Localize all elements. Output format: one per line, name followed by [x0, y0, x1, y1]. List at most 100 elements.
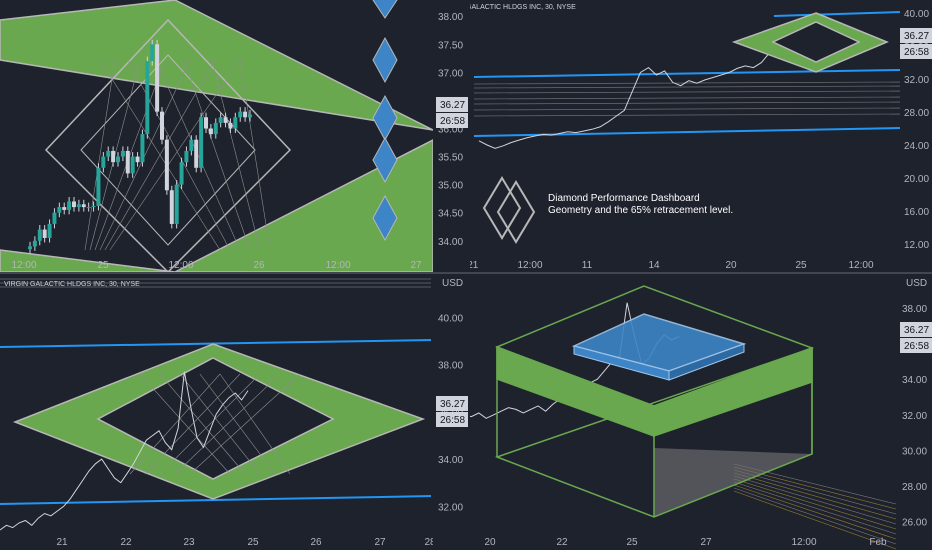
countdown-badge	[900, 338, 932, 353]
x-tick-label: 25	[247, 537, 259, 548]
candle-body	[243, 111, 248, 118]
candle-body	[155, 44, 160, 112]
candle-body	[72, 201, 76, 208]
candle-body	[37, 229, 42, 241]
candle-body	[204, 117, 208, 129]
horizontal-level	[473, 81, 901, 85]
countdown-badge-text: 26:58	[440, 116, 465, 127]
projection-ray	[733, 490, 897, 550]
y-tick-label: 24.00	[904, 141, 929, 152]
candle-body	[213, 122, 218, 135]
x-tick-label: 021	[462, 260, 479, 271]
chart-panel-bottom-right[interactable]: USD 38.0036.0034.0032.0030.0028.0026.00 …	[434, 274, 932, 550]
chart-top-left[interactable]: 12:00 25 12:00 26 12:00 27	[0, 0, 433, 272]
projection-ray	[733, 484, 897, 540]
blue-diamond-marker	[372, 194, 398, 242]
price-badge	[900, 322, 932, 337]
candle-body	[140, 134, 145, 163]
candle-body	[62, 207, 67, 210]
x-tick-label: 26	[253, 260, 265, 271]
y-tick-label: 28.00	[904, 108, 929, 119]
candle-body	[76, 204, 81, 208]
candle-body	[145, 61, 150, 135]
y-tick-label: 26.00	[902, 518, 927, 529]
candle-body	[130, 156, 135, 174]
countdown-badge	[436, 412, 468, 427]
x-tick-label: 12:00	[11, 260, 36, 271]
fib-grid-line	[159, 373, 261, 475]
green-band-lower	[0, 139, 433, 272]
x-tick-label: 25	[795, 260, 807, 271]
candle-body	[32, 240, 37, 247]
price-line	[0, 371, 249, 531]
y-tick-label: 28.00	[902, 482, 927, 493]
horizontal-level	[473, 90, 901, 94]
chart-panel-top-right[interactable]: Diamond Performance Dashboard Geometry a…	[434, 0, 932, 272]
x-tick-label: 12:00	[517, 260, 542, 271]
diamond-inner	[771, 21, 861, 63]
x-tick-label: 12:00	[791, 537, 816, 548]
countdown-badge-text: 26:58	[904, 47, 929, 58]
candle-body	[174, 184, 179, 224]
blue-diamond-marker	[372, 0, 398, 19]
y-tick-label: 32.00	[902, 411, 927, 422]
fib-grid-line	[129, 373, 221, 475]
countdown-badge	[436, 113, 468, 128]
fib-grid-line	[127, 59, 231, 251]
candle-body	[199, 117, 204, 168]
currency-label: USD	[906, 278, 927, 289]
channel-line-upper	[0, 339, 433, 348]
y-tick-label: 36.00	[438, 125, 463, 136]
candle-body	[218, 117, 223, 123]
fib-grid-line	[174, 373, 281, 475]
channel-line-lower	[473, 127, 901, 137]
chart-bottom-left[interactable]: VIRGIN GALACTIC HLDGS INC, 30, NYSE 21 22…	[0, 274, 433, 550]
candle-body	[164, 139, 169, 191]
y-tick-label: 38.00	[438, 12, 463, 23]
chart-top-right[interactable]: Diamond Performance Dashboard Geometry a…	[434, 0, 932, 272]
chart-bottom-right[interactable]: USD 38.0036.0034.0032.0030.0028.0026.00 …	[434, 274, 932, 550]
fib-grid-line	[219, 373, 291, 475]
x-tick-label: Feb	[869, 537, 887, 548]
projection-ray	[733, 472, 897, 520]
fib-grid-line	[109, 59, 241, 251]
fib-grid-line	[104, 59, 216, 251]
fib-grid-line	[139, 373, 231, 475]
x-tick-label: 21	[56, 537, 68, 548]
x-tick-label: 22	[556, 537, 568, 548]
candle-body	[125, 150, 130, 174]
fib-grid-line	[159, 373, 246, 475]
fib-grid-line	[84, 59, 116, 251]
projection-ray	[733, 475, 897, 525]
y-tick-label: 40.00	[438, 313, 463, 324]
box-floor-shade	[654, 448, 812, 517]
y-tick-label: 30.00	[902, 446, 927, 457]
candle-body	[248, 114, 252, 118]
x-tick-label: 14	[648, 260, 660, 271]
y-tick-label: 34.50	[438, 209, 463, 220]
candle-body	[57, 207, 62, 213]
y-tick-label: 20.00	[904, 174, 929, 185]
symbol-label: VIRGIN GALACTIC HLDGS INC, 30, NYSE	[440, 4, 576, 11]
fib-grid-line	[239, 59, 271, 251]
chart-panel-top-left[interactable]: 12:00 25 12:00 26 12:00 27	[0, 0, 433, 272]
y-tick-label: 40.00	[904, 9, 929, 20]
projection-ray	[733, 478, 897, 530]
price-badge	[436, 396, 468, 411]
horizontal-level	[473, 113, 901, 117]
candle-body	[223, 117, 228, 123]
y-tick-label: 38.00	[902, 304, 927, 315]
candle-body	[42, 229, 47, 238]
x-tick-label: 20	[484, 537, 496, 548]
x-tick-label: 22	[120, 537, 132, 548]
price-badge	[436, 97, 468, 112]
x-tick-label: 25	[97, 260, 109, 271]
chart-panel-bottom-left[interactable]: VIRGIN GALACTIC HLDGS INC, 30, NYSE 21 22…	[0, 274, 433, 550]
horizontal-level	[473, 107, 901, 111]
y-tick-label: 35.50	[438, 153, 463, 164]
horizontal-level	[473, 85, 901, 89]
y-tick-label: 38.00	[438, 361, 463, 372]
y-tick-label: 34.00	[438, 455, 463, 466]
candle-body	[67, 201, 72, 210]
